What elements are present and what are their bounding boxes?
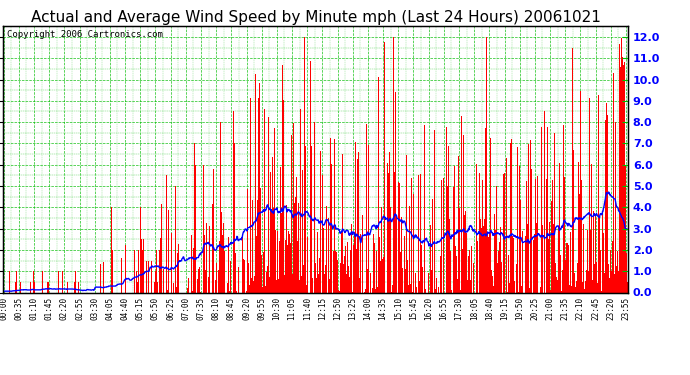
Text: Copyright 2006 Cartronics.com: Copyright 2006 Cartronics.com bbox=[7, 30, 162, 39]
Title: Actual and Average Wind Speed by Minute mph (Last 24 Hours) 20061021: Actual and Average Wind Speed by Minute … bbox=[31, 10, 600, 25]
